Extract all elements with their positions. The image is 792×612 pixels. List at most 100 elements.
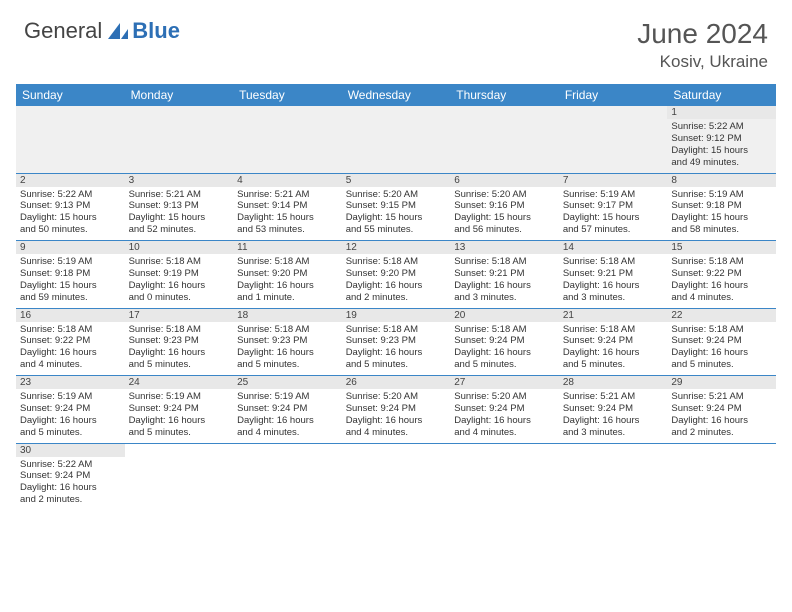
daylight2-text: and 4 minutes. [20, 359, 121, 371]
calendar-week-row: 9Sunrise: 5:19 AMSunset: 9:18 PMDaylight… [16, 241, 776, 309]
sunset-text: Sunset: 9:12 PM [671, 133, 772, 145]
calendar-cell [233, 106, 342, 173]
calendar-cell: 3Sunrise: 5:21 AMSunset: 9:13 PMDaylight… [125, 173, 234, 241]
sunrise-text: Sunrise: 5:21 AM [563, 391, 664, 403]
daylight2-text: and 5 minutes. [237, 359, 338, 371]
calendar-cell: 8Sunrise: 5:19 AMSunset: 9:18 PMDaylight… [667, 173, 776, 241]
daylight1-text: Daylight: 16 hours [346, 347, 447, 359]
sunrise-text: Sunrise: 5:19 AM [129, 391, 230, 403]
calendar-week-row: 23Sunrise: 5:19 AMSunset: 9:24 PMDayligh… [16, 376, 776, 444]
sunrise-text: Sunrise: 5:22 AM [671, 121, 772, 133]
calendar-cell [16, 106, 125, 173]
sunrise-text: Sunrise: 5:19 AM [563, 189, 664, 201]
daylight2-text: and 3 minutes. [454, 292, 555, 304]
sunrise-text: Sunrise: 5:20 AM [454, 391, 555, 403]
sunrise-text: Sunrise: 5:18 AM [671, 324, 772, 336]
sunrise-text: Sunrise: 5:18 AM [20, 324, 121, 336]
day-number: 9 [16, 241, 125, 254]
daylight1-text: Daylight: 15 hours [20, 280, 121, 292]
day-number: 20 [450, 309, 559, 322]
daylight2-text: and 4 minutes. [346, 427, 447, 439]
daylight1-text: Daylight: 15 hours [346, 212, 447, 224]
sunset-text: Sunset: 9:24 PM [346, 403, 447, 415]
calendar-cell [342, 106, 451, 173]
calendar-table: Sunday Monday Tuesday Wednesday Thursday… [16, 84, 776, 510]
daylight2-text: and 5 minutes. [563, 359, 664, 371]
day-number: 12 [342, 241, 451, 254]
daylight2-text: and 53 minutes. [237, 224, 338, 236]
sunrise-text: Sunrise: 5:21 AM [671, 391, 772, 403]
day-number: 10 [125, 241, 234, 254]
sunset-text: Sunset: 9:16 PM [454, 200, 555, 212]
day-number: 22 [667, 309, 776, 322]
sunrise-text: Sunrise: 5:22 AM [20, 189, 121, 201]
sunset-text: Sunset: 9:13 PM [20, 200, 121, 212]
day-number: 11 [233, 241, 342, 254]
daylight2-text: and 50 minutes. [20, 224, 121, 236]
day-number: 15 [667, 241, 776, 254]
calendar-cell [125, 443, 234, 510]
header: General Blue June 2024 Kosiv, Ukraine [0, 0, 792, 80]
title-block: June 2024 Kosiv, Ukraine [637, 18, 768, 72]
daylight1-text: Daylight: 16 hours [129, 347, 230, 359]
day-number: 29 [667, 376, 776, 389]
daylight1-text: Daylight: 16 hours [20, 347, 121, 359]
sunset-text: Sunset: 9:18 PM [20, 268, 121, 280]
sunrise-text: Sunrise: 5:19 AM [20, 391, 121, 403]
sunrise-text: Sunrise: 5:18 AM [346, 256, 447, 268]
calendar-cell: 2Sunrise: 5:22 AMSunset: 9:13 PMDaylight… [16, 173, 125, 241]
calendar-cell [667, 443, 776, 510]
sunset-text: Sunset: 9:22 PM [20, 335, 121, 347]
sunset-text: Sunset: 9:24 PM [237, 403, 338, 415]
sunset-text: Sunset: 9:20 PM [346, 268, 447, 280]
day-number: 6 [450, 174, 559, 187]
day-header: Wednesday [342, 84, 451, 106]
daylight1-text: Daylight: 16 hours [563, 347, 664, 359]
sunset-text: Sunset: 9:24 PM [671, 335, 772, 347]
sunrise-text: Sunrise: 5:20 AM [346, 189, 447, 201]
day-number: 14 [559, 241, 668, 254]
sunset-text: Sunset: 9:24 PM [20, 470, 121, 482]
daylight1-text: Daylight: 16 hours [563, 280, 664, 292]
calendar-cell: 21Sunrise: 5:18 AMSunset: 9:24 PMDayligh… [559, 308, 668, 376]
sunrise-text: Sunrise: 5:19 AM [237, 391, 338, 403]
daylight2-text: and 5 minutes. [346, 359, 447, 371]
daylight1-text: Daylight: 16 hours [237, 415, 338, 427]
day-number: 27 [450, 376, 559, 389]
calendar-cell: 13Sunrise: 5:18 AMSunset: 9:21 PMDayligh… [450, 241, 559, 309]
daylight1-text: Daylight: 15 hours [237, 212, 338, 224]
daylight2-text: and 56 minutes. [454, 224, 555, 236]
sunset-text: Sunset: 9:15 PM [346, 200, 447, 212]
daylight1-text: Daylight: 16 hours [454, 415, 555, 427]
calendar-cell: 24Sunrise: 5:19 AMSunset: 9:24 PMDayligh… [125, 376, 234, 444]
sunrise-text: Sunrise: 5:21 AM [129, 189, 230, 201]
sunset-text: Sunset: 9:21 PM [454, 268, 555, 280]
day-header: Sunday [16, 84, 125, 106]
day-number: 7 [559, 174, 668, 187]
sunset-text: Sunset: 9:24 PM [454, 403, 555, 415]
sunrise-text: Sunrise: 5:20 AM [346, 391, 447, 403]
sunrise-text: Sunrise: 5:18 AM [563, 256, 664, 268]
calendar-cell: 18Sunrise: 5:18 AMSunset: 9:23 PMDayligh… [233, 308, 342, 376]
day-number: 25 [233, 376, 342, 389]
calendar-week-row: 1Sunrise: 5:22 AMSunset: 9:12 PMDaylight… [16, 106, 776, 173]
day-header: Saturday [667, 84, 776, 106]
calendar-cell: 17Sunrise: 5:18 AMSunset: 9:23 PMDayligh… [125, 308, 234, 376]
sunrise-text: Sunrise: 5:20 AM [454, 189, 555, 201]
sunrise-text: Sunrise: 5:18 AM [454, 256, 555, 268]
sunset-text: Sunset: 9:24 PM [671, 403, 772, 415]
day-number: 24 [125, 376, 234, 389]
day-number: 30 [16, 444, 125, 457]
calendar-cell: 27 Sunrise: 5:20 AMSunset: 9:24 PMDayligh… [450, 376, 559, 444]
daylight2-text: and 55 minutes. [346, 224, 447, 236]
daylight1-text: Daylight: 15 hours [671, 145, 772, 157]
daylight1-text: Daylight: 16 hours [671, 415, 772, 427]
calendar-week-row: 30Sunrise: 5:22 AMSunset: 9:24 PMDayligh… [16, 443, 776, 510]
day-number: 5 [342, 174, 451, 187]
day-number: 18 [233, 309, 342, 322]
daylight1-text: Daylight: 16 hours [563, 415, 664, 427]
calendar-cell: 7Sunrise: 5:19 AMSunset: 9:17 PMDaylight… [559, 173, 668, 241]
sunrise-text: Sunrise: 5:18 AM [129, 256, 230, 268]
daylight2-text: and 2 minutes. [346, 292, 447, 304]
logo-text-blue: Blue [132, 18, 180, 44]
